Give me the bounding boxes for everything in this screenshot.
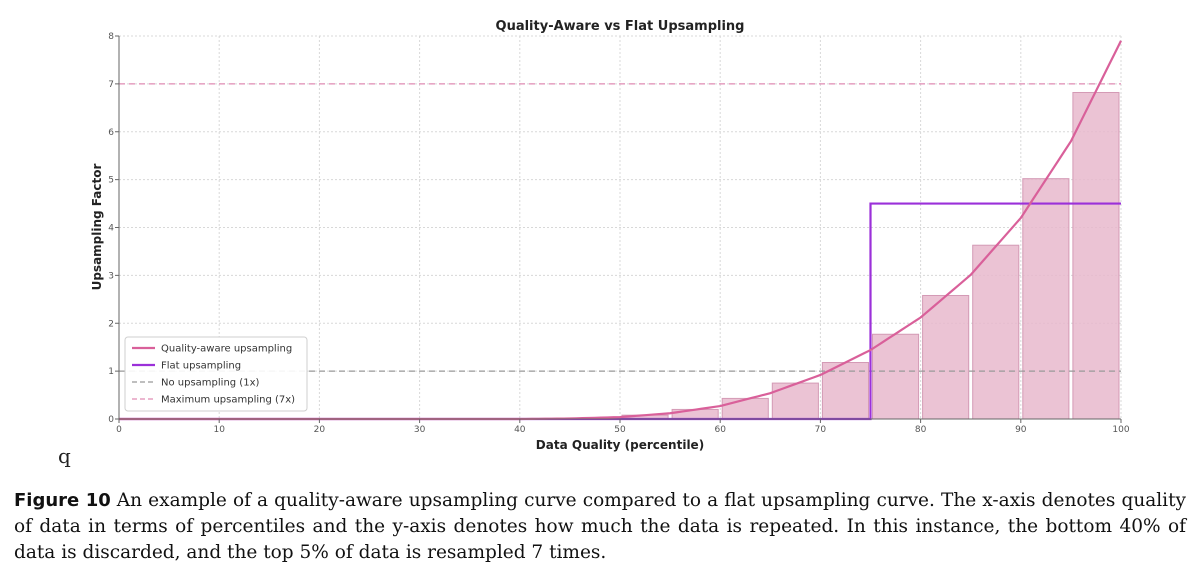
y-tick-label: 7 xyxy=(108,80,114,90)
y-tick-label: 8 xyxy=(108,32,114,42)
y-tick-label: 2 xyxy=(108,319,114,329)
x-tick-label: 40 xyxy=(514,425,526,435)
upsampling-bar xyxy=(922,294,970,420)
x-tick-label: 90 xyxy=(1015,425,1027,435)
x-tick-label: 0 xyxy=(116,425,122,435)
y-axis-label: Upsampling Factor xyxy=(90,164,104,291)
caption-text: An example of a quality-aware upsampling… xyxy=(14,490,1186,563)
y-tick-label: 3 xyxy=(108,271,114,281)
y-tick-label: 4 xyxy=(108,224,114,234)
axes: 0 10 20 30 40 50 60 70 80 90 100 0 1 2 3 4 5 6 7 8 xyxy=(108,32,1130,435)
x-tick-label: 60 xyxy=(714,425,726,435)
x-tick-label: 100 xyxy=(1112,425,1129,435)
x-tick-label: 30 xyxy=(414,425,426,435)
figure-caption: Figure 10 An example of a quality-aware u… xyxy=(14,488,1186,566)
legend-entry: Maximum upsampling (7x) xyxy=(161,395,295,406)
y-tick-label: 1 xyxy=(108,367,114,377)
bars xyxy=(571,91,1120,420)
figure-label: Figure 10 xyxy=(14,490,111,511)
legend: Quality-aware upsampling Flat upsampling N… xyxy=(124,336,308,412)
x-tick-label: 70 xyxy=(815,425,827,435)
x-tick-label: 80 xyxy=(915,425,927,435)
upsampling-bar xyxy=(671,408,719,420)
upsampling-bar xyxy=(771,382,819,420)
upsampling-bar xyxy=(972,244,1020,420)
y-tick-label: 5 xyxy=(108,176,114,186)
legend-entry: Quality-aware upsampling xyxy=(161,344,292,355)
upsampling-bar xyxy=(1022,178,1070,420)
x-tick-label: 10 xyxy=(213,425,225,435)
chart-title: Quality-Aware vs Flat Upsampling xyxy=(496,19,745,34)
upsampling-bar xyxy=(721,397,769,420)
x-tick-label: 20 xyxy=(314,425,326,435)
y-tick-label: 6 xyxy=(108,128,114,138)
y-tick-label: 0 xyxy=(108,415,114,425)
chart: Quality-Aware vs Flat Upsampling 0 10 20 30… xyxy=(90,19,1130,452)
x-axis-label: Data Quality (percentile) xyxy=(536,438,704,452)
legend-box xyxy=(124,336,308,412)
upsampling-bar xyxy=(1072,91,1120,420)
x-tick-label: 50 xyxy=(614,425,626,435)
stray-glyph: q xyxy=(58,444,71,468)
upsampling-bar xyxy=(872,333,920,420)
legend-entry: No upsampling (1x) xyxy=(161,378,259,389)
legend-entry: Flat upsampling xyxy=(161,361,241,372)
